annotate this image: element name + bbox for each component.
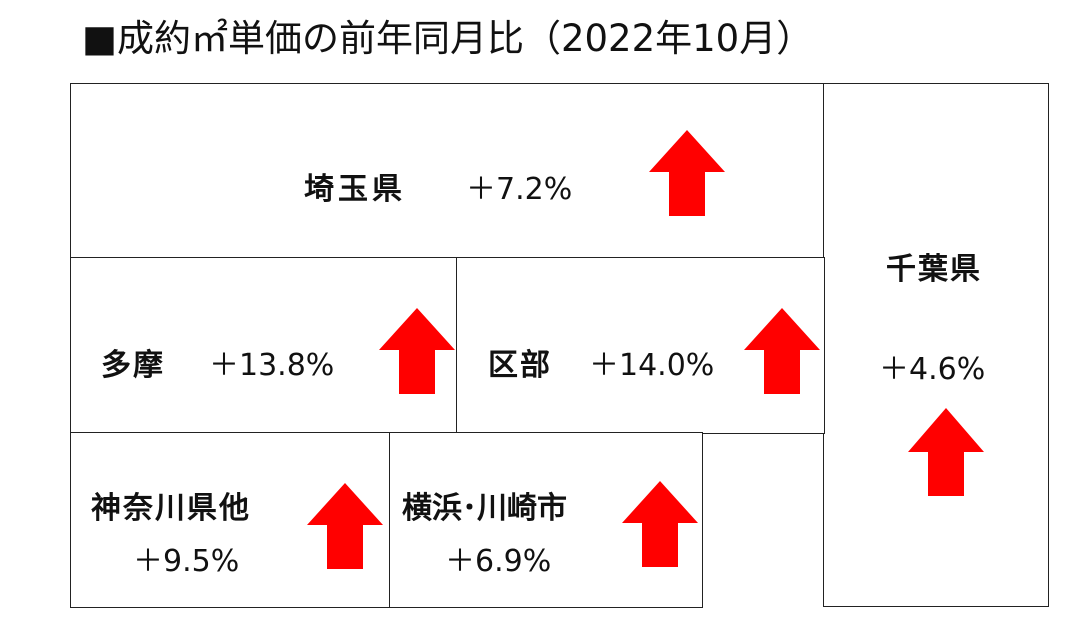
- region-name-saitama: 埼玉県: [304, 172, 406, 207]
- region-box-tama: 多摩 ＋13.8%: [70, 257, 458, 434]
- up-arrow-icon: [744, 308, 820, 394]
- region-box-kubu: 区部 ＋14.0%: [456, 257, 825, 434]
- region-box-chiba: 千葉県 ＋4.6%: [823, 83, 1049, 607]
- region-name-chiba: 千葉県: [886, 252, 982, 287]
- region-change-tama: ＋13.8%: [209, 348, 335, 383]
- region-box-saitama: 埼玉県 ＋7.2%: [70, 83, 825, 259]
- region-name-tama: 多摩: [101, 348, 165, 383]
- up-arrow-icon: [622, 481, 698, 567]
- region-change-kubu: ＋14.0%: [589, 348, 715, 383]
- up-arrow-icon: [307, 483, 383, 569]
- region-change-kanagawa: ＋9.5%: [133, 544, 240, 579]
- region-change-yokohama: ＋6.9%: [445, 544, 552, 579]
- region-name-yokohama: 横浜･川崎市: [402, 491, 567, 526]
- region-box-kanagawa: 神奈川県他 ＋9.5%: [70, 432, 391, 608]
- region-name-kanagawa: 神奈川県他: [91, 491, 251, 526]
- up-arrow-icon: [649, 130, 725, 216]
- region-change-chiba: ＋4.6%: [879, 352, 986, 387]
- up-arrow-icon: [908, 408, 984, 496]
- up-arrow-icon: [379, 308, 455, 394]
- region-box-yokohama: 横浜･川崎市 ＋6.9%: [389, 432, 703, 608]
- region-change-saitama: ＋7.2%: [466, 172, 573, 207]
- region-name-kubu: 区部: [488, 348, 552, 383]
- page-title: ■成約㎡単価の前年同月比（2022年10月）: [82, 17, 814, 60]
